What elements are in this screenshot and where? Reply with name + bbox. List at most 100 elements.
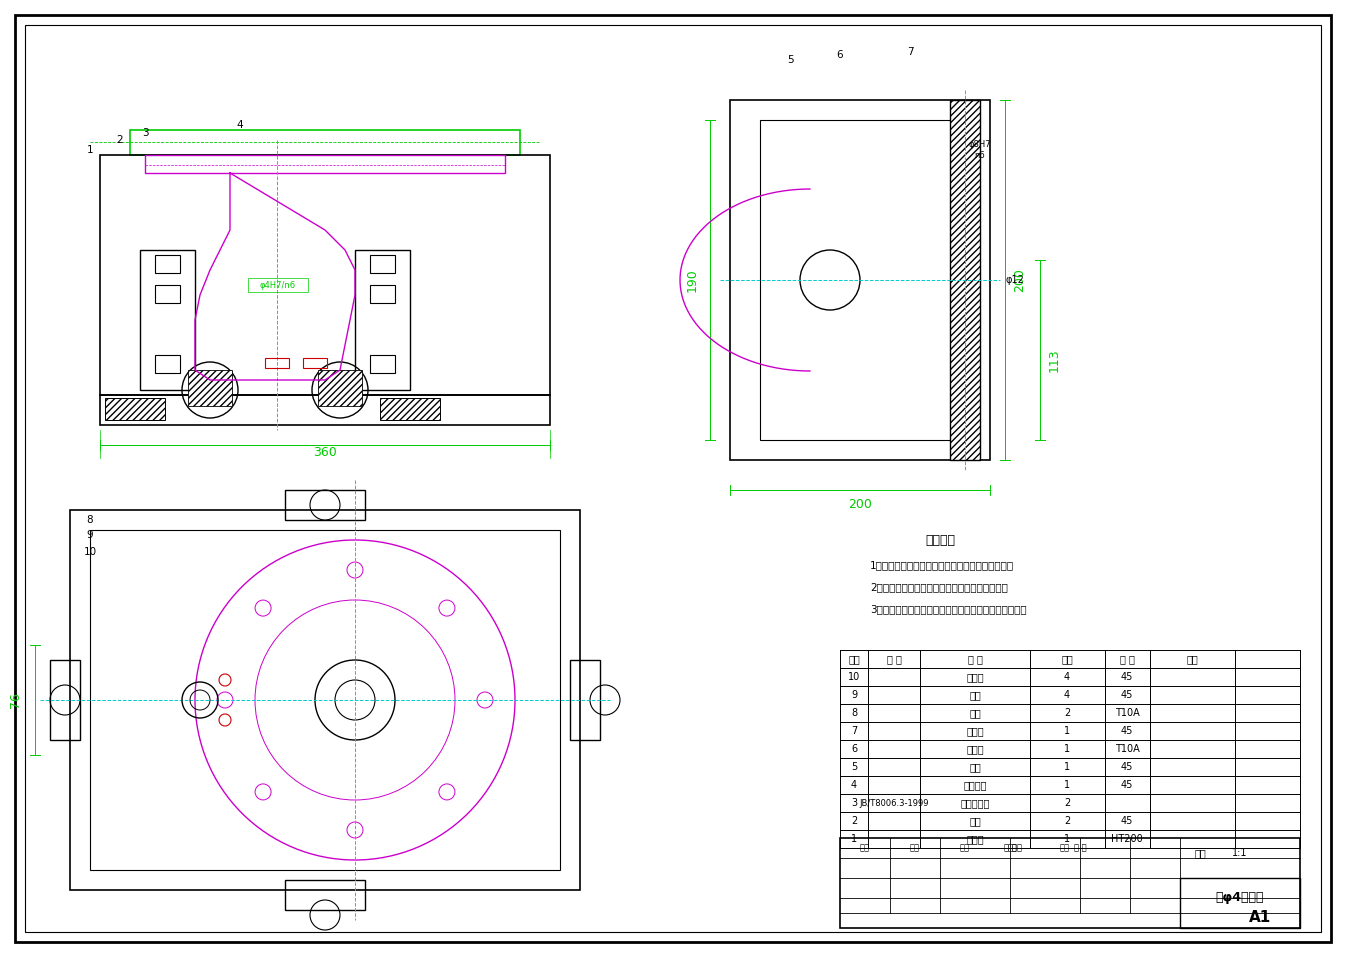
Text: HT200: HT200: [1112, 834, 1143, 844]
Text: 1: 1: [1063, 780, 1070, 790]
Bar: [380, 398, 440, 420]
Text: 190: 190: [685, 268, 699, 292]
Text: T10A: T10A: [1114, 744, 1139, 754]
Text: 113: 113: [1047, 348, 1061, 372]
Text: 1、各主要装配零件装配前配合表面应用煤油清洗。: 1、各主要装配零件装配前配合表面应用煤油清洗。: [870, 560, 1014, 570]
Text: 1: 1: [1063, 744, 1070, 754]
Text: 8: 8: [851, 708, 857, 718]
Text: φ12: φ12: [1005, 275, 1024, 285]
Bar: [90, 530, 560, 870]
Text: 批准: 批准: [1061, 843, 1070, 853]
Text: 9: 9: [86, 530, 93, 540]
Text: 2: 2: [1063, 708, 1070, 718]
Text: 6: 6: [837, 50, 844, 60]
Text: 7: 7: [851, 726, 857, 736]
Text: 45: 45: [1121, 780, 1133, 790]
Text: 45: 45: [1121, 672, 1133, 682]
Bar: [355, 250, 411, 390]
Text: 2: 2: [851, 816, 857, 826]
Text: 1: 1: [86, 145, 93, 155]
Bar: [318, 370, 362, 406]
Text: 4: 4: [1063, 672, 1070, 682]
Bar: [303, 358, 327, 368]
Text: 76: 76: [8, 692, 22, 708]
Text: 7: 7: [907, 47, 914, 57]
Text: 钻套轴: 钻套轴: [966, 726, 984, 736]
Text: 销钉轴: 销钉轴: [966, 672, 984, 682]
Text: 10: 10: [848, 672, 860, 682]
Text: 4: 4: [1063, 690, 1070, 700]
Text: 压套螺母: 压套螺母: [964, 780, 987, 790]
Text: 销钉: 销钉: [969, 762, 981, 772]
Text: 3、装配好后检查各转动件转动是否顺畅不得有卡死现象: 3、装配好后检查各转动件转动是否顺畅不得有卡死现象: [870, 604, 1027, 614]
Text: 第 页: 第 页: [1074, 843, 1086, 853]
Text: 标准化: 标准化: [1008, 843, 1023, 853]
Text: 45: 45: [1121, 726, 1133, 736]
Text: 200: 200: [1014, 268, 1027, 292]
Text: 压板: 压板: [969, 708, 981, 718]
Text: 名 称: 名 称: [968, 654, 983, 664]
Bar: [155, 285, 180, 303]
Text: φ4H7/n6: φ4H7/n6: [260, 280, 296, 290]
Text: T10A: T10A: [1114, 708, 1139, 718]
Text: 设计: 设计: [860, 843, 870, 853]
Bar: [265, 358, 289, 368]
Text: 2: 2: [1063, 816, 1070, 826]
Bar: [569, 660, 600, 740]
Bar: [285, 490, 365, 520]
Bar: [188, 370, 232, 406]
Text: 数量: 数量: [1061, 654, 1073, 664]
Text: 2: 2: [117, 135, 124, 145]
Bar: [155, 255, 180, 273]
Text: 件号: 件号: [848, 654, 860, 664]
Text: 代 号: 代 号: [887, 654, 902, 664]
Text: 工艺: 工艺: [960, 843, 970, 853]
Bar: [1180, 878, 1300, 928]
Text: 钻套柱: 钻套柱: [966, 744, 984, 754]
Text: 支柱: 支柱: [969, 816, 981, 826]
Text: 1: 1: [1063, 762, 1070, 772]
Bar: [155, 355, 180, 373]
Bar: [370, 285, 394, 303]
Bar: [100, 155, 551, 395]
Text: A1: A1: [1249, 910, 1271, 925]
Bar: [140, 250, 195, 390]
Bar: [950, 100, 980, 460]
Text: 10: 10: [83, 547, 97, 557]
Bar: [840, 838, 1300, 928]
Text: 9: 9: [851, 690, 857, 700]
Text: 360: 360: [314, 446, 336, 458]
Text: 5: 5: [786, 55, 793, 65]
Text: 钻φ4孔夹具: 钻φ4孔夹具: [1215, 892, 1264, 904]
Text: 审核: 审核: [910, 843, 921, 853]
Bar: [145, 155, 505, 173]
Text: 45: 45: [1121, 816, 1133, 826]
Text: 4: 4: [237, 120, 244, 130]
Text: 2: 2: [1063, 798, 1070, 808]
Text: 销钉: 销钉: [969, 690, 981, 700]
Bar: [370, 355, 394, 373]
Text: 材 料: 材 料: [1120, 654, 1135, 664]
Text: 45: 45: [1121, 690, 1133, 700]
Bar: [70, 510, 580, 890]
Text: 技术要求: 技术要求: [925, 533, 956, 546]
Bar: [950, 100, 980, 460]
Text: 备注: 备注: [1186, 654, 1198, 664]
Text: 8: 8: [86, 515, 93, 525]
Text: 1: 1: [1063, 834, 1070, 844]
Text: 6: 6: [851, 744, 857, 754]
Text: JB/T8006.3-1999: JB/T8006.3-1999: [859, 798, 929, 808]
Bar: [370, 255, 394, 273]
Text: 3: 3: [851, 798, 857, 808]
Text: 比例: 比例: [1194, 848, 1206, 858]
Bar: [760, 120, 960, 440]
Bar: [131, 130, 520, 155]
Text: 45: 45: [1121, 762, 1133, 772]
Text: 共 页: 共 页: [1004, 843, 1016, 853]
Bar: [248, 278, 308, 292]
Text: 200: 200: [848, 498, 872, 510]
Text: 1: 1: [1063, 726, 1070, 736]
Bar: [285, 880, 365, 910]
Text: 固定钻套轴: 固定钻套轴: [960, 798, 989, 808]
Text: 3: 3: [141, 128, 148, 138]
